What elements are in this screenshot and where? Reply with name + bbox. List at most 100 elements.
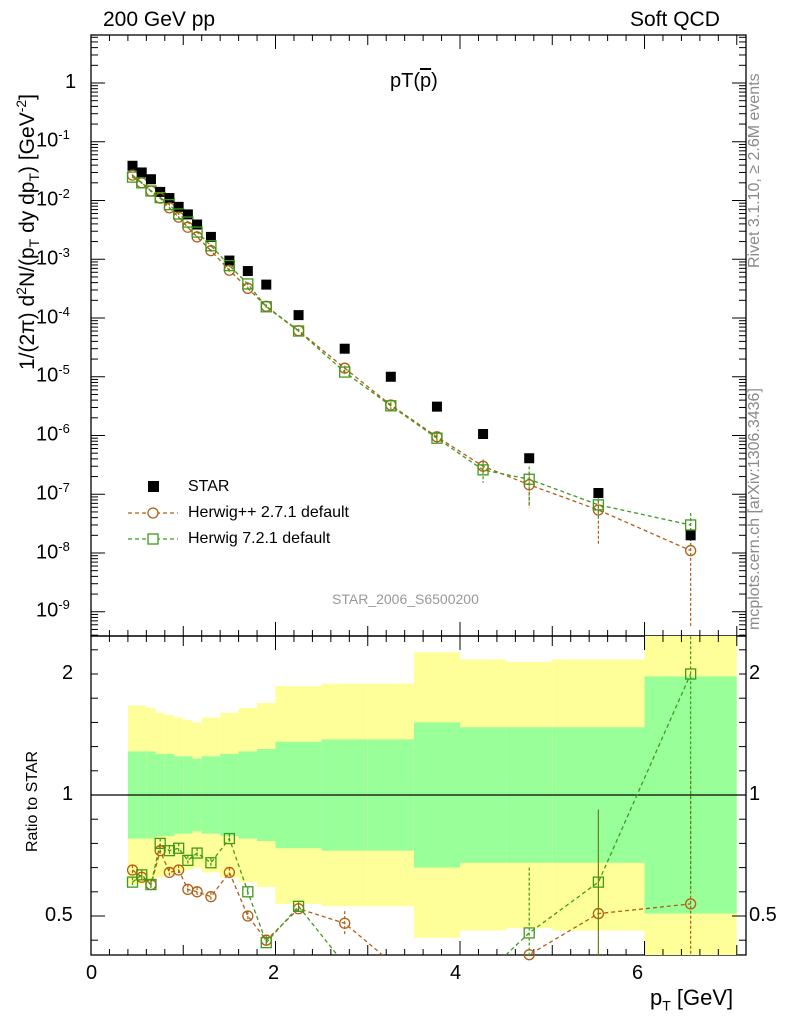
herwig7-ratio-point [163,845,176,857]
y-tick-1e-1: 10-1 [36,127,70,152]
x-tick-2: 2 [268,962,280,984]
star-data-point [164,193,175,204]
ratio-y-tick-2-right: 2 [749,662,761,684]
star-data-point [685,530,696,541]
y-tick-1e-3: 10-3 [36,245,70,270]
herwig7-main-line [132,176,691,526]
herwigpp-main-line [132,174,691,552]
herwig7-main-point [339,366,351,378]
herwig7-ratio-point [172,842,185,854]
ratio-y-tick-0.5-right: 0.5 [749,904,777,926]
herwigpp-main-point [684,544,697,557]
legend-herwig7-label: Herwig 7.2.1 default [188,530,331,547]
star-data-point [242,266,253,277]
ratio-y-tick-1: 1 [62,783,74,805]
x-axis-label: pT [GeV] [650,985,734,1014]
y-tick-1e-5: 10-5 [36,362,70,387]
herwig7-ratio-point [191,847,203,859]
herwigpp-ratio-point [339,917,351,929]
ratio-y-tick-2: 2 [62,662,74,684]
star-data-point [385,371,396,382]
x-tick-4: 4 [450,962,462,984]
herwig7-ratio-point [260,936,272,949]
header-category-label: Soft QCD [630,8,720,31]
y-tick-1e-9: 10-9 [36,597,70,622]
herwigpp-ratio-point [154,845,166,857]
star-data-point [431,401,442,412]
herwig7-main-point [477,464,489,476]
herwig7-ratio-point [205,857,217,869]
herwigpp-ratio-point [592,907,605,920]
herwig7-main-point [684,519,697,531]
herwig7-main-point [205,240,217,252]
x-tick-0: 0 [86,962,98,984]
star-data-point [155,186,166,197]
herwigpp-ratio-point [223,866,236,879]
star-data-point [145,174,156,185]
y-tick-1e-6: 10-6 [36,421,70,446]
star-data-point [261,279,272,290]
y-tick-1e-4: 10-4 [36,304,70,329]
herwig7-ratio-point [154,837,166,850]
star-data-point [293,310,304,321]
star-data-point [339,343,350,354]
herwig7-main-point [223,259,236,272]
herwigpp-ratio-point [684,898,697,910]
star-data-point [593,488,604,499]
herwigpp-ratio-point [191,886,203,898]
rivet-version-label: Rivet 3.1.10, ≥ 2.6M events [746,73,763,268]
star-data-point [192,219,203,230]
plot-title-prefix: pT( [390,70,420,92]
legend [128,481,178,545]
star-data-point [127,160,138,171]
star-data-point [478,429,489,440]
herwigpp-ratio-point [205,890,217,903]
herwig7-ratio-point [242,886,254,898]
legend-herwigpp-marker [147,507,159,519]
ratio-y-tick-0.5: 0.5 [45,904,73,926]
herwig7-main-point [242,278,254,290]
plot-title: pT(p) [390,70,438,93]
ratio-uncertainty-bands [91,636,746,955]
mcplots-reference-label: mcplots.cern.ch [arXiv:1306.3436] [746,388,763,630]
star-data-point [136,167,147,178]
herwigpp-ratio-point [242,910,254,922]
herwig7-ratio-point [223,832,236,845]
herwig7-main-point [260,301,272,313]
herwig7-ratio-point [136,869,148,881]
y-tick-1e-7: 10-7 [36,480,70,505]
star-data-point [182,209,193,220]
herwig7-main-point [292,325,305,337]
herwig7-main-point [431,432,443,444]
herwig7-main-point [385,400,397,412]
herwig7-main-point [191,226,203,238]
herwig7-main-point [592,499,605,511]
ratio-y-tick-1-right: 1 [749,783,761,805]
herwig7-ratio-point [145,878,157,891]
y-tick-1e-8: 10-8 [36,539,70,564]
legend-star-label: STAR [188,478,230,495]
legend-herwig7-marker [147,533,159,545]
legend-star-marker [148,481,159,492]
herwig7-ratio-line [132,673,692,955]
herwig7-ratio-point [592,876,605,888]
star-data-point [524,453,535,464]
data-series [126,160,697,961]
legend-herwigpp-label: Herwig++ 2.7.1 default [188,504,349,521]
herwig7-ratio-point [182,854,194,866]
x-tick-6: 6 [632,962,644,984]
y-tick-1e-2: 10-2 [36,186,70,211]
y-tick-1: 1 [65,71,77,93]
herwig7-ratio-point [126,876,139,888]
header-energy-label: 200 GeV pp [103,8,216,31]
ratio-y-axis-label: Ratio to STAR [24,750,41,852]
herwig7-ratio-point [523,927,535,939]
axis-ticks [90,35,746,955]
herwig7-ratio-point [292,900,305,912]
herwigpp-ratio-point [172,864,185,876]
star-data-point [173,201,184,212]
plot-title-antiproton: p [420,70,432,92]
analysis-label: STAR_2006_S6500200 [332,591,479,607]
plot-title-suffix: ) [431,70,438,92]
